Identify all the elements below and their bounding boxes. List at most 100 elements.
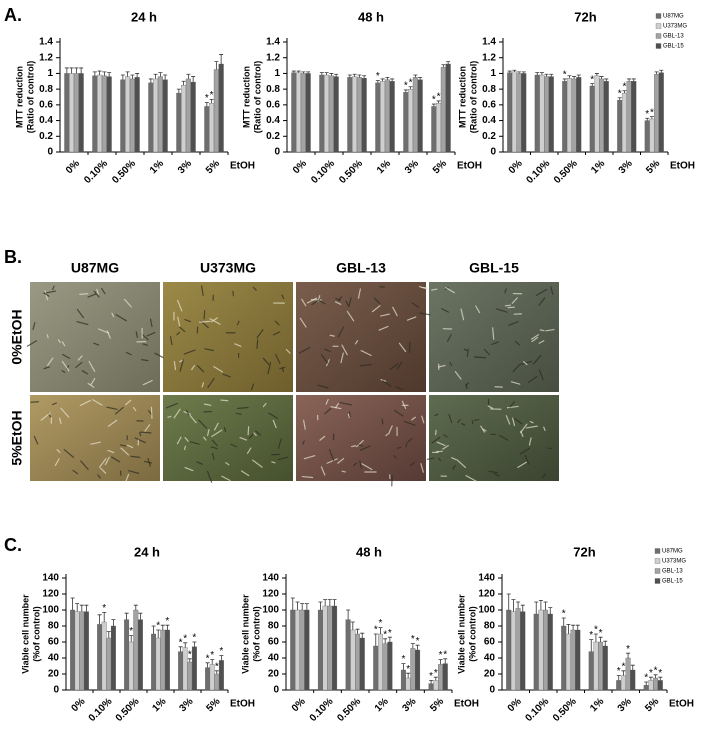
bar: [128, 641, 134, 691]
significance-mark: *: [404, 81, 408, 92]
significance-mark: *: [165, 616, 169, 627]
error-bar: [214, 670, 219, 674]
x-tick-label: 1%: [375, 158, 393, 176]
cell: [358, 444, 364, 447]
cell: [357, 288, 361, 299]
bar: [129, 78, 135, 153]
error-bar: [622, 90, 627, 94]
error-bar: [181, 80, 186, 86]
legend-swatch: [655, 23, 662, 29]
significance-mark: *: [183, 633, 187, 644]
bar: [110, 625, 116, 691]
cell: [114, 406, 124, 415]
bar: [78, 73, 84, 153]
error-bar: [214, 61, 219, 70]
bar: [576, 77, 582, 153]
significance-mark: *: [429, 671, 433, 682]
error-bar: [135, 73, 140, 78]
significance-mark: *: [383, 629, 387, 640]
bar: [548, 76, 554, 153]
cell: [545, 328, 555, 332]
bar: [382, 643, 388, 691]
cell: [279, 366, 286, 370]
significance-mark: *: [563, 70, 567, 81]
cell: [96, 288, 99, 295]
x-tick-label: 0.50%: [335, 696, 363, 724]
error-bar: [512, 69, 517, 72]
error-bar: [403, 89, 408, 93]
error-bar: [433, 676, 438, 681]
cell: [251, 459, 263, 468]
bar: [431, 106, 437, 153]
bar: [355, 633, 361, 691]
y-tick-label: 1: [47, 68, 53, 79]
cell: [56, 449, 61, 454]
cell: [125, 351, 132, 356]
cell: [203, 436, 207, 441]
legend-swatch: [654, 578, 661, 584]
y-tick-label: 0.4: [482, 115, 496, 126]
legend-label: U87MG: [663, 14, 684, 20]
cell: [267, 362, 272, 375]
cell: [211, 452, 215, 460]
cell: [438, 457, 442, 462]
error-bar: [516, 601, 521, 609]
bar: [620, 675, 626, 691]
cell: [150, 406, 153, 419]
cell: [196, 461, 203, 465]
bar: [97, 624, 103, 691]
cell: [143, 460, 153, 464]
error-bar: [543, 601, 548, 610]
cell: [496, 308, 508, 313]
error-bar: [75, 603, 80, 612]
significance-mark: *: [590, 74, 594, 85]
cell: [43, 366, 50, 370]
cell: [317, 384, 329, 389]
cell: [255, 430, 261, 436]
cell: [359, 445, 371, 451]
cell: [222, 373, 231, 378]
micrograph: [30, 282, 160, 392]
cell: [465, 383, 468, 390]
error-bar: [324, 72, 329, 75]
cell: [356, 439, 364, 448]
bar: [588, 651, 594, 691]
bar: [101, 75, 107, 153]
cell: [360, 349, 372, 357]
bar: [137, 619, 143, 691]
error-bar: [352, 73, 357, 77]
error-bar: [332, 599, 337, 606]
bar: [187, 661, 193, 691]
y-tick-label: 60: [48, 637, 60, 648]
error-bar: [653, 674, 658, 678]
cell: [62, 353, 71, 359]
error-bar: [438, 659, 443, 665]
cell: [33, 435, 39, 445]
cell: [538, 340, 545, 344]
bar: [534, 74, 540, 153]
y-tick-label: 0.4: [39, 115, 53, 126]
cell: [141, 359, 149, 362]
cell: [528, 376, 538, 383]
cell: [225, 462, 230, 466]
cell: [524, 454, 530, 465]
error-bar: [658, 676, 663, 681]
cell: [302, 440, 305, 445]
chart-title: 24 h: [134, 544, 160, 559]
error-bar: [79, 604, 84, 612]
cell: [179, 359, 184, 363]
legend-label: GBL-13: [662, 569, 683, 575]
y-tick-label: 80: [48, 621, 60, 632]
error-bar: [603, 640, 608, 646]
cell: [106, 330, 111, 339]
cell: [420, 463, 424, 473]
error-bar: [645, 117, 650, 121]
cell: [535, 288, 548, 296]
error-bar: [327, 599, 332, 606]
cell: [203, 310, 206, 320]
bar: [213, 69, 219, 153]
bar: [214, 673, 220, 691]
cell: [142, 343, 148, 346]
cell: [92, 399, 103, 406]
cell: [173, 408, 181, 419]
